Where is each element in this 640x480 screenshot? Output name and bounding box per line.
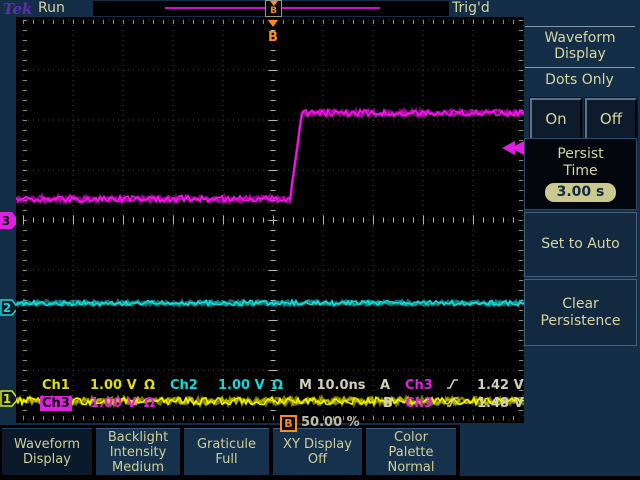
timebase-readout: M 10.0ns	[299, 378, 366, 393]
ch2-coupling: Ω	[272, 378, 284, 393]
trigger-b-level: 1.48 V	[477, 396, 524, 411]
trigger-b-label: B	[383, 396, 393, 411]
svg-text:B: B	[268, 30, 278, 45]
trigger-status: Trig'd	[452, 0, 490, 16]
readout-row-1: Ch1 1.00 V Ω Ch2 1.00 V Ω M 10.0ns A Ch3…	[16, 378, 524, 394]
record-view-bar: B	[93, 0, 449, 17]
dots-only-off-button[interactable]: Off	[585, 98, 637, 140]
persist-time-value: 3.00 s	[544, 183, 617, 202]
trigger-a-source: Ch3	[405, 378, 433, 393]
bottom-menu-bar: Waveform Display Backlight Intensity Med…	[0, 425, 640, 480]
svg-text:3: 3	[2, 214, 10, 228]
tek-logo: Tek	[3, 0, 33, 18]
side-menu: Waveform Display Dots Only On Off Persis…	[523, 0, 640, 480]
side-menu-title: Waveform Display	[525, 26, 635, 68]
clear-persistence-button[interactable]: Clear Persistence	[524, 279, 637, 346]
persist-time-section[interactable]: Persist Time 3.00 s	[524, 138, 637, 210]
tab-waveform-display[interactable]: Waveform Display	[2, 428, 92, 475]
ch1-position-marker: 1	[0, 390, 20, 408]
svg-text:2: 2	[3, 301, 11, 315]
tab-graticule[interactable]: Graticule Full	[184, 428, 269, 475]
trigger-a-level: 1.42 V	[477, 378, 524, 393]
ch1-scale: 1.00 V	[90, 378, 137, 393]
ch2-label: Ch2	[170, 378, 198, 393]
trigger-b-source: Ch3	[405, 396, 433, 411]
delay-position-indicator: B	[265, 0, 282, 17]
graticule-and-traces: B	[16, 19, 524, 421]
down-arrow-icon	[269, 1, 278, 6]
ch1-label: Ch1	[42, 378, 70, 393]
bottom-bezel-strip	[0, 476, 640, 480]
ch3-coupling: Ω	[144, 396, 156, 411]
svg-text:1: 1	[3, 392, 11, 406]
tab-xy-display[interactable]: XY Display Off	[273, 428, 362, 475]
ch1-coupling: Ω	[144, 378, 156, 393]
tab-color-palette[interactable]: Color Palette Normal	[366, 428, 456, 475]
readout-row-3: B 50.00 %	[16, 415, 524, 432]
ch3-scale: 1.00 V	[90, 396, 137, 411]
rising-edge-icon	[447, 379, 458, 389]
readout-row-2: Ch3 1.00 V Ω B Ch3 1.48 V	[16, 396, 524, 412]
ch2-position-marker: 2	[0, 299, 20, 317]
rising-edge-icon	[447, 397, 458, 407]
b-delay-value: 50.00 %	[301, 415, 360, 430]
dots-only-label: Dots Only	[545, 72, 614, 88]
b-delay-badge: B	[280, 415, 297, 432]
ch3-position-marker: 3	[0, 212, 20, 230]
acquisition-status: Run	[38, 0, 65, 16]
waveform-display-area: B Ch1 1.00 V Ω Ch2 1.00 V Ω M 10.0ns A C…	[16, 17, 524, 432]
dots-only-on-button[interactable]: On	[530, 98, 582, 140]
top-status-bar: Tek Run B Trig'd	[0, 0, 640, 18]
ch3-label-selected: Ch3	[40, 396, 72, 411]
tab-backlight-intensity[interactable]: Backlight Intensity Medium	[96, 428, 180, 475]
trigger-a-label: A	[380, 378, 391, 393]
set-to-auto-button[interactable]: Set to Auto	[524, 212, 637, 277]
ch2-scale: 1.00 V	[218, 378, 265, 393]
